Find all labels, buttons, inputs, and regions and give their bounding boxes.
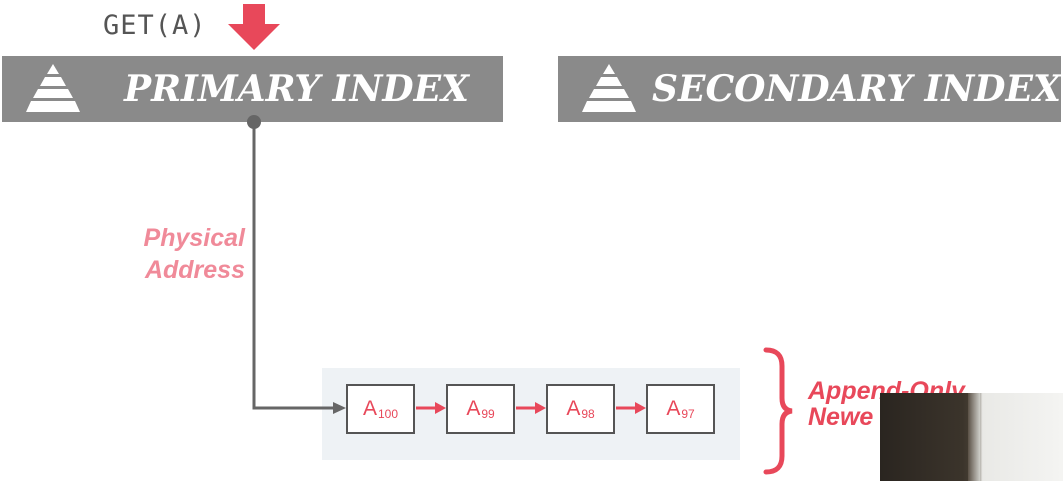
version-node: A 98 [546, 384, 615, 434]
get-call-label: GET(A) [103, 10, 207, 41]
primary-index-bar: PRIMARY INDEX [2, 56, 503, 122]
version-node-base: A [566, 397, 581, 420]
version-node-number: 97 [681, 407, 695, 421]
version-chain-panel: A 100 A 99 A 98 A 97 [322, 368, 740, 460]
version-node: A 100 [346, 384, 415, 434]
secondary-index-title: SECONDARY INDEX [652, 68, 1061, 110]
physical-address-pointer [252, 122, 334, 410]
version-node-number: 98 [581, 407, 595, 421]
secondary-index-bar: SECONDARY INDEX [558, 56, 1061, 122]
physical-address-line2: Address [144, 256, 245, 284]
primary-index-title: PRIMARY INDEX [124, 68, 469, 110]
version-node-number: 100 [377, 407, 399, 421]
version-node-base: A [666, 397, 681, 420]
append-only-line2: Newe [808, 403, 874, 431]
version-node: A 99 [446, 384, 515, 434]
version-node-base: A [362, 397, 377, 420]
version-node: A 97 [646, 384, 715, 434]
version-node-number: 99 [481, 407, 495, 421]
pyramid-icon [582, 64, 636, 112]
webcam-overlay [880, 393, 1063, 481]
physical-address-line1: Physical [143, 224, 245, 252]
down-arrow-icon [228, 4, 280, 50]
version-node-base: A [466, 397, 481, 420]
pyramid-icon [26, 64, 80, 112]
webcam-scene-edge [968, 393, 980, 481]
physical-address-label: Physical Address [120, 222, 245, 286]
curly-brace-icon [763, 347, 793, 475]
